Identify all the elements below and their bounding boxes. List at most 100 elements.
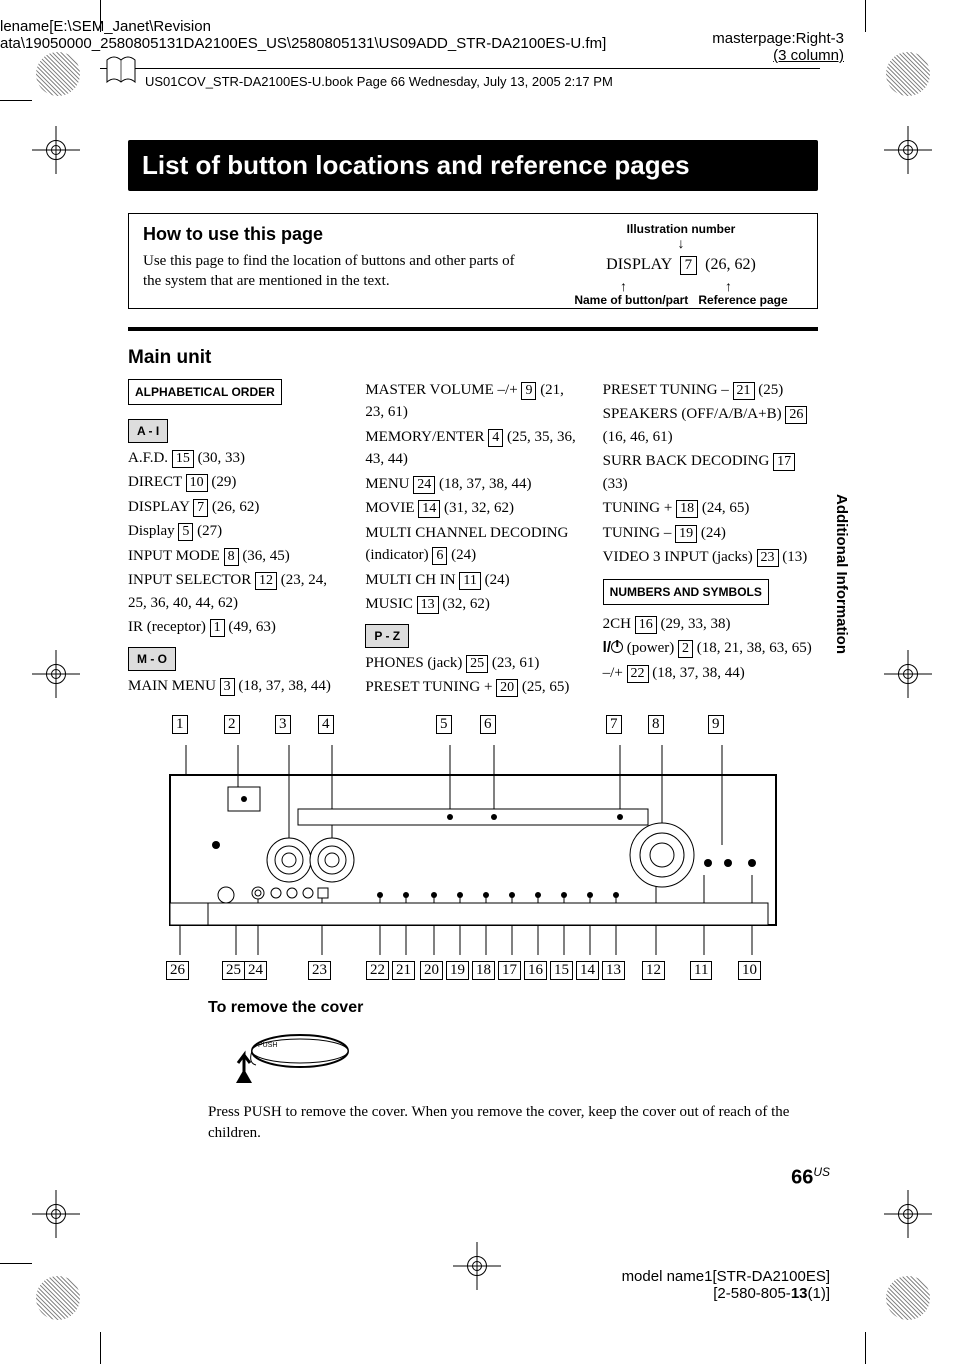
- unit-illustration: [168, 745, 778, 955]
- entry-tuning-m: TUNING – 19 (24): [603, 522, 818, 545]
- arrow-up-icon: ↑: [725, 279, 732, 293]
- legend-ref: Reference page: [698, 293, 787, 307]
- main-unit-heading: Main unit: [128, 347, 818, 369]
- callout-num: 22: [366, 961, 389, 980]
- master-cols: (3 column): [712, 47, 844, 64]
- callout-num: 19: [446, 961, 469, 980]
- filename-1: lename[E:\SEM_Janet\Revision: [0, 18, 606, 35]
- col-2: MASTER VOLUME –/+ 9 (21, 23, 61) MEMORY/…: [365, 379, 580, 701]
- entry-phones: PHONES (jack) 25 (23, 61): [365, 652, 580, 675]
- page-content: List of button locations and reference p…: [128, 140, 818, 1145]
- legend-display-pages: (26, 62): [705, 256, 756, 273]
- callout-num: 21: [392, 961, 415, 980]
- page-number: 66US: [791, 1165, 830, 1190]
- entry-menu: MENU 24 (18, 37, 38, 44): [365, 473, 580, 496]
- entry-multi-in: MULTI CH IN 11 (24): [365, 569, 580, 592]
- legend-display-num: 7: [680, 256, 698, 275]
- callout-num: 9: [708, 715, 724, 734]
- entry-input-sel: INPUT SELECTOR 12 (23, 24, 25, 36, 40, 4…: [128, 569, 343, 614]
- legend: Illustration number ↓ DISPLAY 7 (26, 62)…: [561, 222, 801, 307]
- entry-display-l: Display 5 (27): [128, 520, 343, 543]
- callout-num: 4: [318, 715, 334, 734]
- col-1: ALPHABETICAL ORDER A - I A.F.D. 15 (30, …: [128, 379, 343, 701]
- entry-speakers: SPEAKERS (OFF/A/B/A+B) 26 (16, 46, 61): [603, 403, 818, 448]
- entry-preset-p: PRESET TUNING + 20 (25, 65): [365, 676, 580, 699]
- alpha-order-box: ALPHABETICAL ORDER: [128, 379, 282, 405]
- callout-num: 16: [524, 961, 547, 980]
- page-region: US: [813, 1165, 830, 1179]
- footer-meta: model name1[STR-DA2100ES] [2-580-805-13(…: [622, 1268, 830, 1302]
- callout-num: 15: [550, 961, 573, 980]
- callout-num: 26: [166, 961, 189, 980]
- book-fold-icon: [104, 52, 138, 86]
- howto-body: Use this page to find the location of bu…: [143, 251, 523, 292]
- cover-illustration: PUSH: [228, 1029, 358, 1087]
- callout-row-top: 123456789: [128, 715, 818, 739]
- callout-num: 20: [420, 961, 443, 980]
- callout-num: 3: [275, 715, 291, 734]
- callout-num: 14: [576, 961, 599, 980]
- remove-cover-heading: To remove the cover: [208, 999, 818, 1017]
- legend-display-line: DISPLAY 7 (26, 62): [561, 256, 801, 275]
- svg-text:PUSH: PUSH: [258, 1042, 277, 1049]
- callout-num: 1: [172, 715, 188, 734]
- entry-preset-m: PRESET TUNING – 21 (25): [603, 379, 818, 402]
- callout-num: 11: [690, 961, 712, 980]
- header-rule: [100, 68, 820, 69]
- col-3: PRESET TUNING – 21 (25) SPEAKERS (OFF/A/…: [603, 379, 818, 701]
- entry-master-vol: MASTER VOLUME –/+ 9 (21, 23, 61): [365, 379, 580, 424]
- entry-surr: SURR BACK DECODING 17 (33): [603, 450, 818, 495]
- cross-reg-r-bot: [884, 1190, 932, 1238]
- callout-num: 5: [436, 715, 452, 734]
- crop-line: [865, 1332, 866, 1364]
- index-columns: ALPHABETICAL ORDER A - I A.F.D. 15 (30, …: [128, 379, 818, 701]
- legend-name: Name of button/part: [574, 293, 688, 307]
- callout-num: 18: [472, 961, 495, 980]
- range-p-z: P - Z: [365, 624, 409, 648]
- entry-tuning-p: TUNING + 18 (24, 65): [603, 497, 818, 520]
- cross-reg-l-top: [32, 126, 80, 174]
- entry-display-u: DISPLAY 7 (26, 62): [128, 496, 343, 519]
- callout-num: 12: [642, 961, 665, 980]
- numbers-symbols-box: NUMBERS AND SYMBOLS: [603, 579, 769, 605]
- entry-memory: MEMORY/ENTER 4 (25, 35, 36, 43, 44): [365, 426, 580, 471]
- callout-num: 2: [224, 715, 240, 734]
- callout-row-bottom: 2625242322212019181716151413121110: [128, 961, 818, 985]
- cross-reg-r-top: [884, 126, 932, 174]
- crop-line: [0, 100, 32, 101]
- reg-mark-bl: [36, 1276, 80, 1320]
- legend-illus: Illustration number: [561, 222, 801, 236]
- section-divider: [128, 327, 818, 331]
- entry-video3: VIDEO 3 INPUT (jacks) 23 (13): [603, 546, 818, 569]
- crop-line: [865, 0, 866, 32]
- howto-box: How to use this page Use this page to fi…: [128, 213, 818, 309]
- range-a-i: A - I: [128, 419, 168, 443]
- unit-diagram: 123456789: [128, 715, 818, 985]
- legend-arrows-up: ↑ ↑: [561, 279, 801, 293]
- cross-reg-l-bot: [32, 1190, 80, 1238]
- callout-num: 10: [738, 961, 761, 980]
- entry-power: l/ (power) 2 (18, 21, 38, 63, 65): [603, 637, 818, 660]
- cross-reg-r-mid: [884, 650, 932, 698]
- entry-direct: DIRECT 10 (29): [128, 471, 343, 494]
- callout-num: 6: [480, 715, 496, 734]
- crop-line: [0, 1263, 32, 1264]
- entry-movie: MOVIE 14 (31, 32, 62): [365, 497, 580, 520]
- footer-model: model name1[STR-DA2100ES]: [622, 1268, 830, 1285]
- filename-2: ata\19050000_2580805131DA2100ES_US\25808…: [0, 35, 606, 52]
- entry-2ch: 2CH 16 (29, 33, 38): [603, 613, 818, 636]
- legend-labels: Name of button/part Reference page: [561, 293, 801, 307]
- reg-mark-br: [886, 1276, 930, 1320]
- entry-main-menu: MAIN MENU 3 (18, 37, 38, 44): [128, 675, 343, 698]
- entry-music: MUSIC 13 (32, 62): [365, 593, 580, 616]
- master-meta: masterpage:Right-3 (3 column): [712, 30, 844, 64]
- callout-num: 23: [308, 961, 331, 980]
- cross-reg-bot-mid: [453, 1242, 501, 1290]
- side-tab-label: Additional Information: [833, 494, 850, 654]
- legend-display-word: DISPLAY: [606, 256, 672, 273]
- cross-reg-l-mid: [32, 650, 80, 698]
- callout-num: 8: [648, 715, 664, 734]
- callout-num: 17: [498, 961, 521, 980]
- entry-plusminus: –/+ 22 (18, 37, 38, 44): [603, 662, 818, 685]
- arrow-down-icon: ↓: [561, 236, 801, 250]
